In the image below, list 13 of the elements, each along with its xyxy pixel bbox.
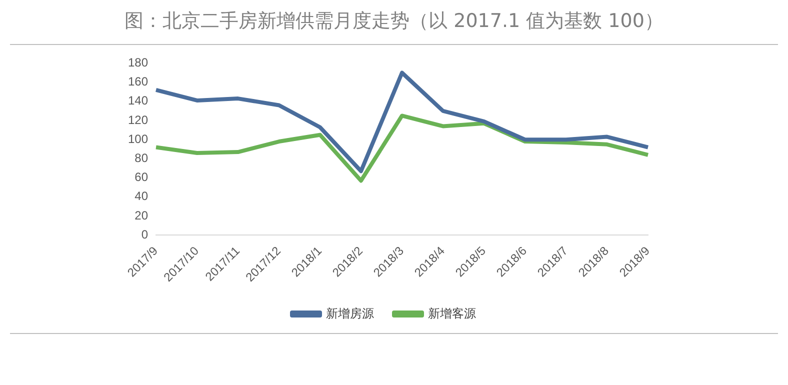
y-tick-label: 20 — [134, 208, 148, 222]
chart-title: 图：北京二手房新增供需月度走势（以 2017.1 值为基数 100） — [124, 9, 664, 34]
y-tick-label: 120 — [128, 112, 148, 127]
y-tick-label: 80 — [134, 151, 148, 166]
y-tick-label: 60 — [134, 170, 148, 184]
y-tick-label: 40 — [134, 189, 148, 204]
y-tick-label: 160 — [128, 74, 148, 89]
legend-label: 新增房源 — [326, 306, 374, 320]
legend-label: 新增客源 — [428, 306, 476, 320]
y-tick-label: 100 — [128, 132, 148, 146]
y-tick-label: 180 — [128, 56, 148, 70]
y-tick-label: 0 — [141, 227, 148, 242]
y-tick-label: 140 — [128, 94, 148, 108]
